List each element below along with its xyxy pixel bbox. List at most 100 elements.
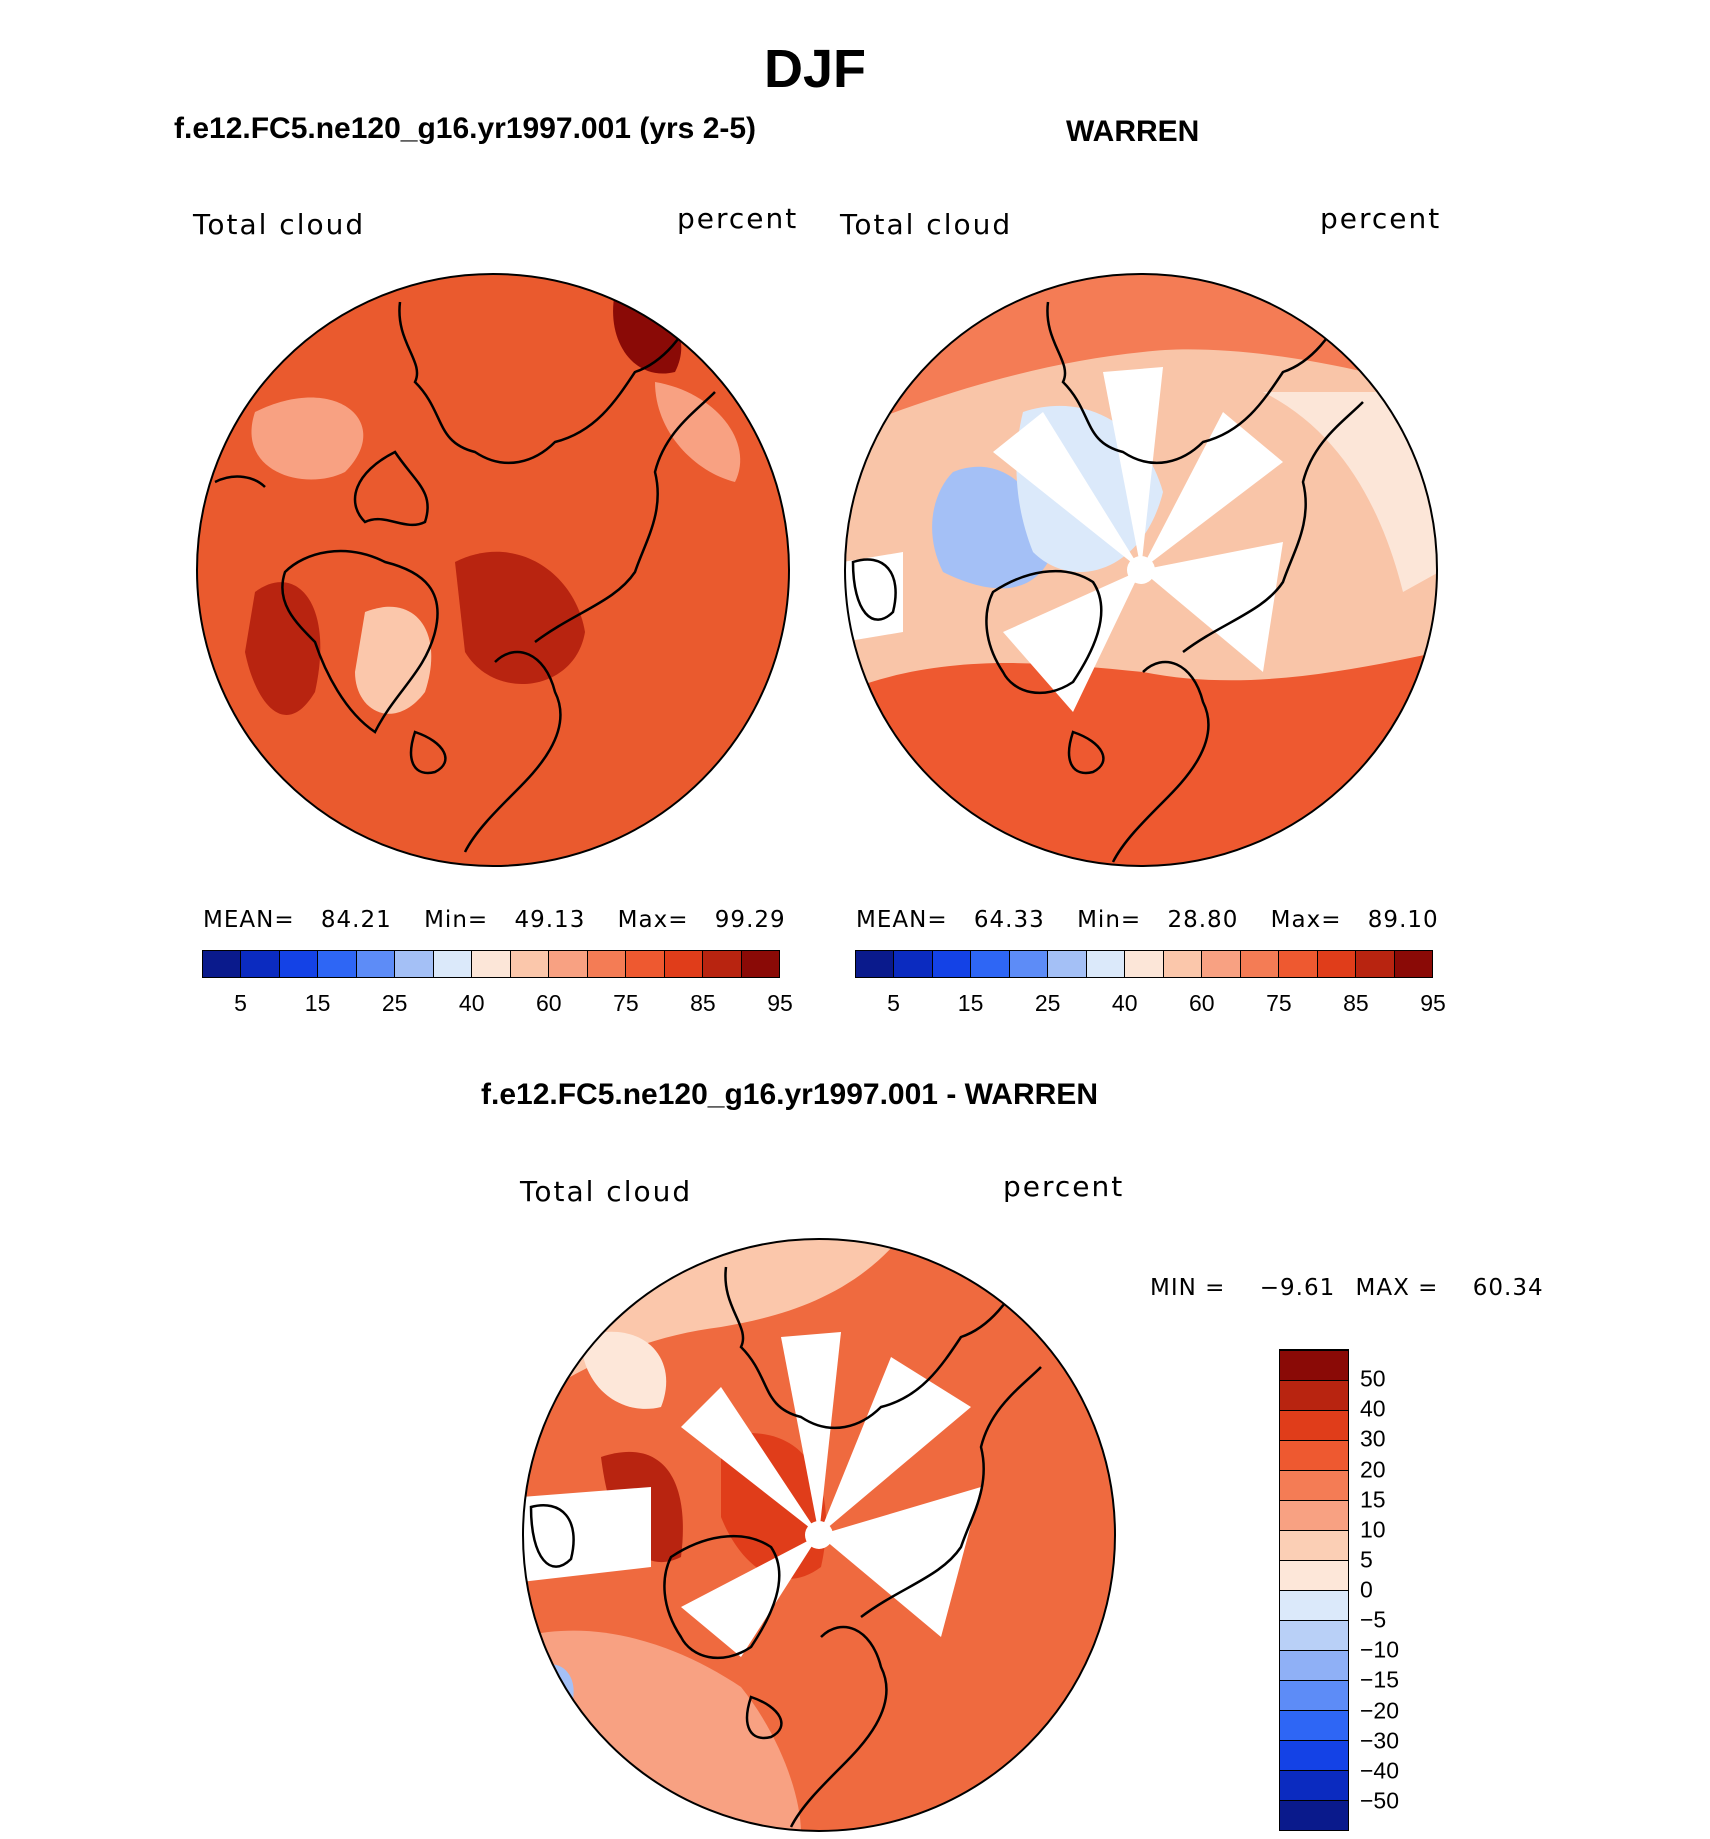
colorbar-tick-label: 40 <box>458 990 485 1016</box>
colorbar-tick-label: 5 <box>1360 1546 1373 1573</box>
colorbar-swatch <box>356 951 396 977</box>
colorbar-tick-label: 85 <box>1343 990 1369 1016</box>
right-missing-wedge <box>993 412 1141 570</box>
colorbar-tick-label: −30 <box>1360 1727 1400 1754</box>
diff-stats: MIN = −9.61 MAX = 60.34 <box>1150 1275 1544 1301</box>
diff-missing-wedge <box>819 1487 981 1637</box>
diff-missing-wedge <box>523 1487 651 1582</box>
colorbar-swatch <box>1086 951 1126 977</box>
colorbar-swatch <box>1280 1710 1348 1740</box>
diff-map-field-pale <box>581 1331 667 1409</box>
colorbar-swatch <box>1280 1650 1348 1680</box>
diff-missing-wedge <box>681 1535 819 1657</box>
left-min-value: 49.13 <box>514 907 586 933</box>
colorbar-tick-label: −20 <box>1360 1697 1400 1723</box>
diff-min-label: MIN = <box>1150 1275 1226 1301</box>
left-colorbar <box>202 950 780 978</box>
left-map-field-light <box>355 606 432 714</box>
left-max-label: Max= <box>617 907 689 933</box>
right-missing-wedge <box>1003 570 1141 712</box>
colorbar-swatch <box>318 951 357 977</box>
colorbar-tick-label: 15 <box>304 990 331 1016</box>
colorbar-swatch <box>1280 1680 1348 1710</box>
right-missing-wedge <box>845 552 903 642</box>
colorbar-swatch <box>395 951 434 977</box>
colorbar-swatch <box>1280 1530 1348 1560</box>
right-mean-value: 64.33 <box>973 907 1045 933</box>
colorbar-swatch <box>1356 951 1395 977</box>
right-missing-wedge <box>1141 542 1283 672</box>
left-coastlines <box>214 301 716 853</box>
colorbar-swatch <box>1125 951 1164 977</box>
colorbar-tick-label: 15 <box>957 990 984 1016</box>
colorbar-swatch <box>932 951 972 977</box>
colorbar-swatch <box>971 951 1010 977</box>
right-map-field-pale <box>1263 392 1437 592</box>
colorbar-tick-label: 95 <box>1420 990 1446 1016</box>
colorbar-swatch <box>741 951 780 977</box>
colorbar-tick-label: 5 <box>234 990 247 1016</box>
right-min-value: 28.80 <box>1167 907 1239 933</box>
left-colorbar-labels: 5 15 25 40 60 75 85 95 <box>202 990 793 1020</box>
colorbar-swatch <box>1317 951 1357 977</box>
colorbar-tick-label: 40 <box>1360 1395 1386 1422</box>
diff-coastlines <box>529 1266 1042 1828</box>
colorbar-tick-label: 25 <box>1034 990 1061 1016</box>
right-min-label: Min= <box>1077 907 1142 933</box>
colorbar-swatch <box>433 951 473 977</box>
colorbar-swatch <box>472 951 511 977</box>
left-stats: MEAN= 84.21 Min= 49.13 Max= 99.29 <box>203 907 786 933</box>
diff-missing-wedge <box>781 1332 841 1535</box>
diff-min-value: −9.61 <box>1259 1275 1336 1301</box>
colorbar-tick-label: −5 <box>1360 1606 1387 1633</box>
colorbar-swatch <box>626 951 665 977</box>
right-missing-wedge <box>1103 367 1163 570</box>
colorbar-swatch <box>1280 1740 1348 1770</box>
colorbar-tick-label: 5 <box>887 990 900 1016</box>
diff-max-label: MAX = <box>1355 1275 1439 1301</box>
diff-max-value: 60.34 <box>1472 1275 1544 1301</box>
colorbar-swatch <box>1280 1410 1348 1440</box>
right-mean-label: MEAN= <box>856 907 948 933</box>
colorbar-swatch <box>1048 951 1087 977</box>
colorbar-swatch <box>1280 1380 1348 1410</box>
colorbar-tick-label: 30 <box>1360 1425 1386 1452</box>
colorbar-swatch <box>1240 951 1280 977</box>
colorbar-tick-label: 75 <box>613 990 639 1016</box>
diff-panel-title: f.e12.FC5.ne120_g16.yr1997.001 - WARREN <box>481 1078 1098 1111</box>
right-coastlines <box>851 301 1364 863</box>
left-map-field-dark <box>455 551 585 685</box>
colorbar-swatch <box>1280 1590 1348 1620</box>
colorbar-swatch <box>894 951 933 977</box>
colorbar-tick-label: −50 <box>1360 1787 1400 1814</box>
colorbar-swatch <box>549 951 588 977</box>
colorbar-swatch <box>664 951 704 977</box>
diff-colorbar <box>1279 1349 1349 1831</box>
colorbar-tick-label: 40 <box>1111 990 1138 1016</box>
colorbar-swatch <box>1280 1800 1348 1830</box>
colorbar-swatch <box>1280 1440 1348 1470</box>
right-max-label: Max= <box>1270 907 1342 933</box>
colorbar-swatch <box>510 951 550 977</box>
colorbar-tick-label: 10 <box>1360 1516 1386 1543</box>
colorbar-swatch <box>1280 1770 1348 1800</box>
left-variable-label: Total cloud <box>193 208 366 241</box>
diff-variable-label: Total cloud <box>520 1175 693 1208</box>
left-panel-title: f.e12.FC5.ne120_g16.yr1997.001 (yrs 2-5) <box>174 112 757 145</box>
right-stats: MEAN= 64.33 Min= 28.80 Max= 89.10 <box>856 907 1439 933</box>
colorbar-swatch <box>1009 951 1049 977</box>
diff-missing-wedge <box>819 1357 971 1535</box>
colorbar-tick-label: 85 <box>690 990 716 1016</box>
left-units-label: percent <box>677 202 799 235</box>
colorbar-tick-label: 75 <box>1266 990 1292 1016</box>
colorbar-tick-label: 0 <box>1360 1576 1373 1603</box>
colorbar-tick-label: −10 <box>1360 1636 1400 1663</box>
right-units-label: percent <box>1320 202 1442 235</box>
colorbar-swatch <box>1279 951 1318 977</box>
right-panel-title: WARREN <box>1066 115 1200 148</box>
colorbar-tick-label: 95 <box>767 990 793 1016</box>
colorbar-tick-label: 20 <box>1360 1456 1386 1482</box>
left-max-value: 99.29 <box>714 907 786 933</box>
colorbar-swatch <box>241 951 280 977</box>
colorbar-tick-label: −15 <box>1360 1666 1400 1693</box>
